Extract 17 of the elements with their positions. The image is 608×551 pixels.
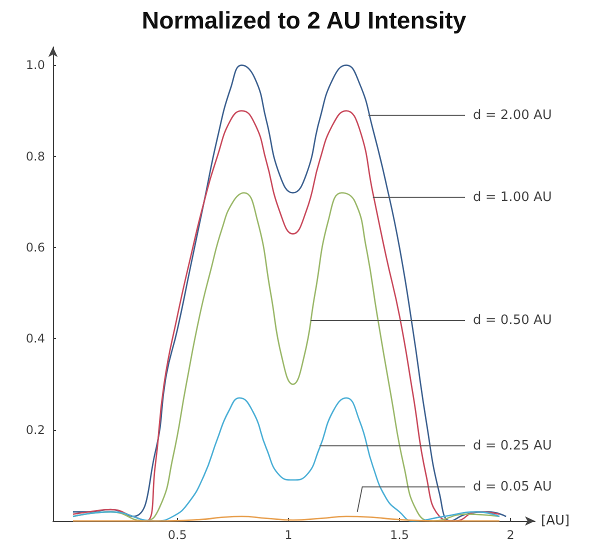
- x-tick-label: 2: [506, 528, 514, 542]
- annotation: d = 0.05 AU: [473, 479, 552, 494]
- x-tick-label: 1: [284, 528, 292, 542]
- x-tick-label: 1.5: [390, 528, 410, 542]
- annotation: d = 0.50 AU: [473, 312, 552, 328]
- line-series: [72, 397, 500, 522]
- annotation: d = 0.25 AU: [473, 438, 552, 454]
- y-tick-label: 0.4: [26, 332, 45, 346]
- y-tick-label: 0.8: [26, 149, 45, 164]
- annotation: d = 1.00 AU: [473, 190, 552, 205]
- chart-title: Normalized to 2 AU Intensity: [142, 8, 467, 34]
- x-axis-title: [AU]: [541, 514, 570, 528]
- y-tick-label: 0.6: [26, 240, 45, 255]
- x-tick-label: 0.5: [168, 528, 187, 542]
- annotation: d = 2.00 AU: [473, 108, 552, 123]
- y-tick-label: 0.2: [26, 422, 45, 437]
- y-tick-label: 1.0: [26, 58, 45, 72]
